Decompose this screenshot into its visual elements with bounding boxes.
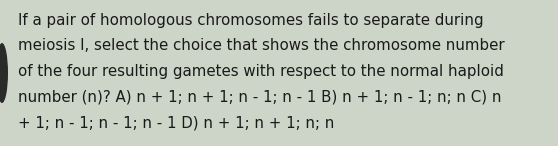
Text: If a pair of homologous chromosomes fails to separate during: If a pair of homologous chromosomes fail… [18,13,484,28]
Text: of the four resulting gametes with respect to the normal haploid: of the four resulting gametes with respe… [18,64,504,79]
Text: number (n)? A) n + 1; n + 1; n - 1; n - 1 B) n + 1; n - 1; n; n C) n: number (n)? A) n + 1; n + 1; n - 1; n - … [18,89,502,105]
Text: + 1; n - 1; n - 1; n - 1 D) n + 1; n + 1; n; n: + 1; n - 1; n - 1; n - 1 D) n + 1; n + 1… [18,115,334,130]
Text: meiosis I, select the choice that shows the chromosome number: meiosis I, select the choice that shows … [18,39,504,53]
Ellipse shape [0,43,8,103]
